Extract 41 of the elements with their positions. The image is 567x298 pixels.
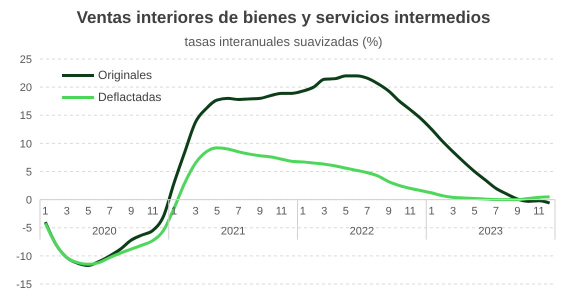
x-tick-label: 7 <box>106 206 113 218</box>
x-tick-label: 3 <box>192 206 199 218</box>
y-tick-label: 20 <box>20 82 32 94</box>
annotation: 2020 <box>92 226 117 238</box>
x-tick-label: 9 <box>386 206 392 218</box>
y-tick-label: -5 <box>22 222 32 235</box>
legend-label: Originales <box>98 67 152 84</box>
x-tick-label: 11 <box>276 206 288 218</box>
annotation: 2023 <box>478 226 503 238</box>
annotation: 2022 <box>350 226 374 238</box>
line-series <box>44 146 552 266</box>
x-tick-label: 9 <box>256 206 264 218</box>
y-tick-label: 25 <box>20 54 32 66</box>
legend-label: Deflactadas <box>98 89 162 106</box>
x-tick-label: 11 <box>404 206 416 218</box>
annotation: 2021 <box>220 226 246 238</box>
x-tick-label: 3 <box>450 206 456 218</box>
y-tick-label: 10 <box>20 138 32 150</box>
x-tick-label: 3 <box>321 206 328 218</box>
x-tick-label: 7 <box>364 206 370 218</box>
x-tick-label: 1 <box>300 206 306 218</box>
x-tick-label: 11 <box>533 206 545 218</box>
x-tick-label: 5 <box>342 206 349 218</box>
x-tick-label: 9 <box>128 206 134 218</box>
chart-title: Ventas interiores de bienes y servicios intermedios <box>76 8 492 28</box>
chart-subtitle: tasas interanuales suavizadas (%) <box>184 34 384 49</box>
y-tick-label: 0 <box>26 194 32 207</box>
y-tick-label: 15 <box>20 110 32 122</box>
y-tick-label: -15 <box>16 278 32 291</box>
x-tick-label: 7 <box>492 206 500 218</box>
x-tick-label: 1 <box>42 206 48 218</box>
x-tick-label: 1 <box>428 206 435 218</box>
x-tick-label: 9 <box>514 206 521 218</box>
x-tick-label: 3 <box>64 206 70 218</box>
x-tick-label: 5 <box>214 206 220 218</box>
x-tick-label: 5 <box>85 206 92 218</box>
x-tick-label: 7 <box>235 206 242 218</box>
x-tick-label: 11 <box>146 206 158 218</box>
x-tick-label: 5 <box>471 206 478 218</box>
y-tick-label: 5 <box>26 166 32 178</box>
y-tick-label: -10 <box>16 250 32 263</box>
